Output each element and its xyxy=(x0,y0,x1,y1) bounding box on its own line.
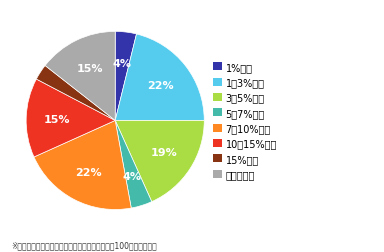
Wedge shape xyxy=(115,121,152,208)
Text: 4%: 4% xyxy=(113,59,132,69)
Text: 19%: 19% xyxy=(151,147,177,157)
Wedge shape xyxy=(115,35,204,121)
Wedge shape xyxy=(26,80,115,157)
Text: ※小数点以下を四捨五入しているため、必ずしも100にならない。: ※小数点以下を四捨五入しているため、必ずしも100にならない。 xyxy=(12,240,157,249)
Wedge shape xyxy=(36,66,115,121)
Wedge shape xyxy=(45,32,115,121)
Wedge shape xyxy=(115,121,204,202)
Text: 22%: 22% xyxy=(75,167,102,177)
Text: 22%: 22% xyxy=(147,80,174,90)
Wedge shape xyxy=(34,121,131,210)
Text: 15%: 15% xyxy=(77,64,103,74)
Wedge shape xyxy=(115,32,137,121)
Text: 15%: 15% xyxy=(44,114,71,124)
Text: 4%: 4% xyxy=(123,171,142,181)
Legend: 1%未満, 1～3%未満, 3～5%未満, 5～7%未満, 7～10%未満, 10～15%未満, 15%以上, わからない: 1%未満, 1～3%未満, 3～5%未満, 5～7%未満, 7～10%未満, 1… xyxy=(209,59,281,183)
